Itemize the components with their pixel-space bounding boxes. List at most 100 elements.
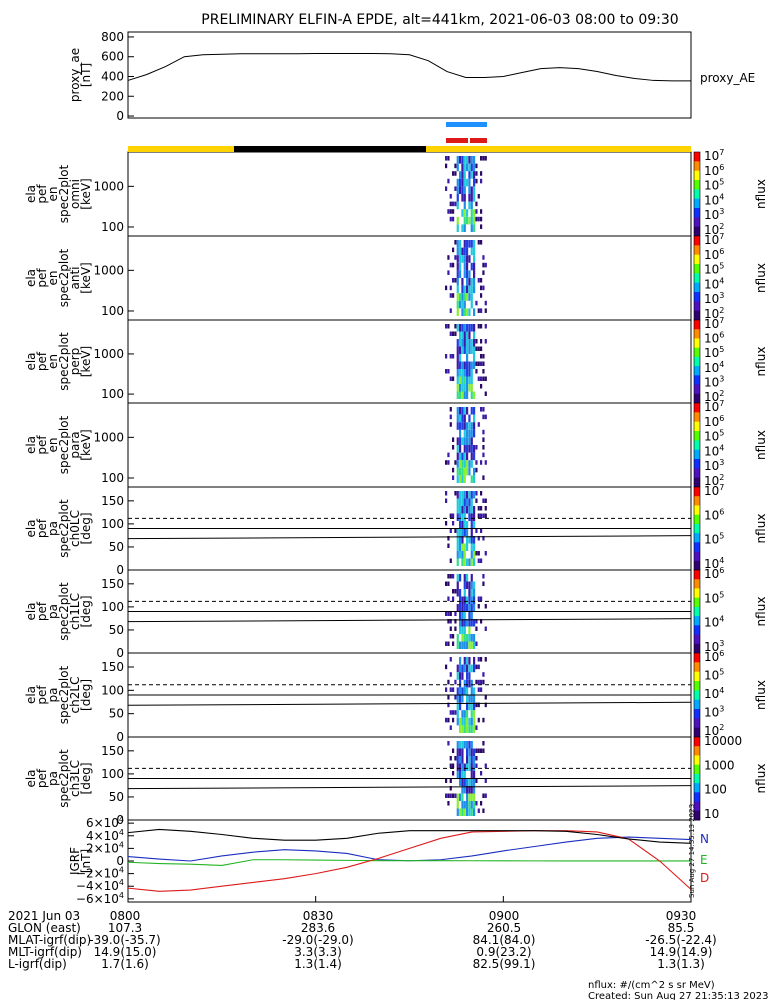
spec-panel-6-cell-6-9 bbox=[459, 725, 462, 733]
footer-row-3-value-2: 0.9(23.2) bbox=[476, 945, 531, 959]
spec-panel-6-cbar-tick-1: 103 bbox=[704, 705, 724, 720]
spec-panel-6-cell-6-4 bbox=[459, 687, 462, 695]
sci-zone-red-bar-2 bbox=[470, 138, 487, 143]
spec-panel-6-cell-14-6 bbox=[477, 702, 480, 708]
spec-panel-7-cell-10-5 bbox=[468, 778, 471, 786]
spec-panel-1-cell-17-9 bbox=[484, 308, 487, 313]
spec-panel-4-cell-10-6 bbox=[468, 536, 471, 544]
spec-panel-6-cell-17-5 bbox=[484, 695, 487, 700]
spec-panel-5-cell-7-8 bbox=[461, 634, 464, 642]
spec-panel-6-cell-15-4 bbox=[480, 687, 483, 692]
spec-panel-7-cell-1-7 bbox=[447, 793, 450, 798]
spec-panel-1-cell-15-6 bbox=[480, 285, 483, 291]
spec-panel-4-cell-5-3 bbox=[456, 513, 459, 521]
spec-panel-0-cell-10-6 bbox=[468, 201, 471, 210]
spec-panel-6-cell-8-7 bbox=[463, 710, 466, 718]
spec-panel-0-cell-11-6 bbox=[470, 201, 473, 210]
spec-panel-3-cell-16-9 bbox=[482, 475, 485, 480]
footer-row-0-value-3: 0930 bbox=[666, 909, 697, 923]
spec-panel-3-cell-5-7 bbox=[456, 460, 459, 468]
spec-panel-0-cell-15-0 bbox=[480, 156, 483, 161]
spec-panel-0-cell-11-7 bbox=[470, 209, 473, 217]
spec-panel-5-cell-2-7 bbox=[449, 626, 452, 631]
proxy-ae-ytick-label-2: 400 bbox=[101, 69, 124, 83]
spec-panel-7-ytick-label-1: 50 bbox=[109, 790, 124, 804]
spec-panel-4-cell-11-5 bbox=[470, 528, 473, 536]
spec-panel-4-cell-14-9 bbox=[477, 558, 480, 563]
spec-panel-1-cell-9-9 bbox=[466, 308, 469, 316]
spec-panel-7-cell-8-3 bbox=[463, 763, 466, 771]
spec-panel-0-cell-13-1 bbox=[475, 163, 478, 169]
spec-panel-3-cell-11-6 bbox=[470, 452, 473, 461]
spec-panel-7-cell-5-7 bbox=[456, 793, 459, 801]
igrf-ytick-label-5: 4×104 bbox=[86, 828, 124, 843]
spec-panel-5-cell-11-8 bbox=[470, 634, 473, 642]
spec-panel-1-cell-12-6 bbox=[473, 285, 476, 294]
spec-panel-0-cell-10-1 bbox=[468, 163, 471, 172]
spec-panel-4-cell-11-6 bbox=[470, 536, 473, 544]
spec-panel-0-cell-11-4 bbox=[470, 186, 473, 194]
spec-panel-4-cell-17-2 bbox=[484, 506, 487, 511]
spec-panel-4-cell-10-2 bbox=[468, 506, 471, 514]
spec-panel-7-lower-line bbox=[127, 785, 692, 790]
spec-panel-4-cell-15-2 bbox=[480, 506, 483, 511]
spec-panel-0-colorbar bbox=[693, 151, 701, 237]
spec-panel-5-cell-11-3 bbox=[470, 596, 473, 604]
spec-panel-3-cell-2-0 bbox=[449, 407, 452, 412]
spec-panel-0-cell-0-0 bbox=[445, 156, 448, 161]
spec-panel-6-cbar-tick-2: 104 bbox=[704, 686, 724, 701]
spec-panel-1-cell-5-2 bbox=[456, 255, 459, 263]
spec-panel-4-cell-12-4 bbox=[473, 521, 476, 529]
spec-panel-5-cell-4-7 bbox=[454, 626, 457, 631]
spec-panel-0-ytick-label-0: 100 bbox=[101, 220, 124, 234]
spec-panel-4-cell-6-0 bbox=[459, 491, 462, 499]
spec-panel-3-cell-6-8 bbox=[459, 467, 462, 476]
spec-panel-5-cell-8-4 bbox=[463, 604, 466, 612]
spec-panel-6-cell-11-9 bbox=[470, 725, 473, 733]
spec-panel-2-cbar-tick-4: 106 bbox=[704, 331, 724, 346]
spec-panel-3-cell-12-2 bbox=[473, 422, 476, 430]
spec-panel-1-cell-6-3 bbox=[459, 262, 462, 271]
spec-panel-1-cell-6-1 bbox=[459, 247, 462, 256]
spec-panel-1-cell-9-6 bbox=[466, 285, 469, 294]
igrf-ytick-label-6: 6×104 bbox=[86, 815, 124, 830]
spec-panel-6-cell-17-6 bbox=[484, 702, 487, 708]
spec-panel-4-ytick-label-3: 150 bbox=[101, 494, 124, 508]
spec-panel-5-cell-11-6 bbox=[470, 619, 473, 627]
spec-panel-6-cell-11-8 bbox=[470, 717, 473, 726]
spec-panel-3-cell-9-8 bbox=[466, 467, 469, 476]
spec-panel-5-ytick-label-1: 50 bbox=[109, 623, 124, 637]
spec-panel-3-cell-8-6 bbox=[463, 452, 466, 461]
spec-panel-4-cell-17-1 bbox=[484, 498, 487, 503]
spec-panel-5-cell-5-9 bbox=[456, 641, 459, 649]
spec-panel-3-cell-8-0 bbox=[463, 407, 466, 415]
spec-panel-7-cell-11-8 bbox=[470, 801, 473, 809]
spec-panel-1-ylabel-line-1: pef bbox=[35, 268, 49, 288]
spec-panel-2-cell-7-3 bbox=[461, 346, 464, 354]
spec-panel-2-cell-10-1 bbox=[468, 331, 471, 339]
spec-panel-7-cell-11-2 bbox=[470, 756, 473, 764]
spec-panel-0-ytick-label-1: 1000 bbox=[93, 179, 124, 193]
spec-panel-5-cell-7-4 bbox=[461, 604, 464, 612]
spec-panel-5-cell-8-5 bbox=[463, 611, 466, 619]
spec-panel-0-cell-3-6 bbox=[452, 201, 455, 207]
spec-panel-7-cell-11-0 bbox=[470, 741, 473, 749]
spec-panel-6-cell-2-7 bbox=[449, 710, 452, 715]
spec-panel-7-cell-5-4 bbox=[456, 771, 459, 779]
spec-panel-7-cell-3-1 bbox=[452, 748, 455, 753]
spec-panel-7-cell-8-8 bbox=[463, 801, 466, 809]
spec-panel-4-cell-5-9 bbox=[456, 558, 459, 566]
spec-panel-7-cell-7-6 bbox=[461, 786, 464, 794]
spec-panel-0-cell-9-1 bbox=[466, 163, 469, 172]
spec-panel-7-cell-5-2 bbox=[456, 756, 459, 764]
spec-panel-1-cell-5-4 bbox=[456, 270, 459, 278]
spec-panel-7-cell-16-1 bbox=[482, 748, 485, 753]
spec-panel-4-ylabel-line-4: ch0LC bbox=[68, 510, 82, 547]
spec-panel-6-cell-12-4 bbox=[473, 687, 476, 695]
spec-panel-3-cell-16-4 bbox=[482, 437, 485, 442]
spec-panel-2-cell-14-3 bbox=[477, 346, 480, 351]
spec-panel-6-data bbox=[445, 657, 487, 733]
spec-panel-7-cell-0-5 bbox=[445, 778, 448, 783]
